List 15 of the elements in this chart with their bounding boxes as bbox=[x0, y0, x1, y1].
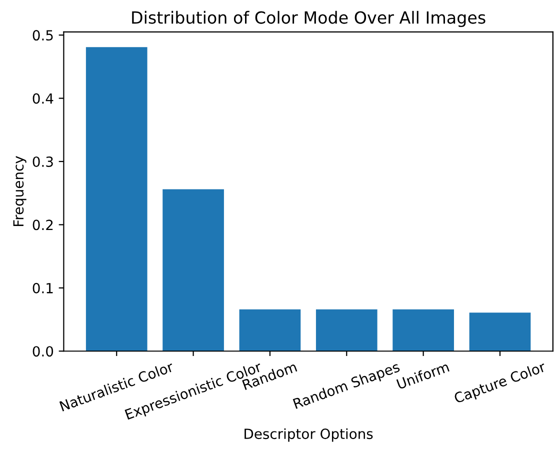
y-axis-title: Frequency bbox=[13, 156, 26, 226]
y-tick-label: 0.0 bbox=[32, 346, 54, 357]
bar bbox=[239, 309, 301, 352]
y-tick-label: 0.2 bbox=[32, 220, 53, 230]
bar bbox=[162, 189, 224, 352]
y-tick-label: 0.3 bbox=[32, 156, 53, 167]
bar bbox=[86, 47, 148, 352]
y-tick-label: 0.5 bbox=[32, 30, 53, 41]
bar bbox=[392, 309, 454, 352]
x-axis-title: Descriptor Options bbox=[244, 428, 373, 442]
y-tick-label: 0.1 bbox=[32, 282, 53, 294]
bar bbox=[316, 309, 378, 352]
bar bbox=[469, 312, 531, 352]
chart-title: Distribution of Color Mode Over All Images bbox=[132, 10, 486, 28]
y-tick-label: 0.4 bbox=[32, 93, 54, 104]
